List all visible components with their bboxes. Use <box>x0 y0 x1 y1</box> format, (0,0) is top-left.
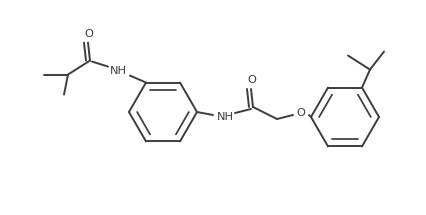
Text: NH: NH <box>109 66 127 75</box>
Text: O: O <box>85 29 93 38</box>
Text: O: O <box>248 75 256 85</box>
Text: O: O <box>296 108 305 118</box>
Text: NH: NH <box>216 112 233 122</box>
